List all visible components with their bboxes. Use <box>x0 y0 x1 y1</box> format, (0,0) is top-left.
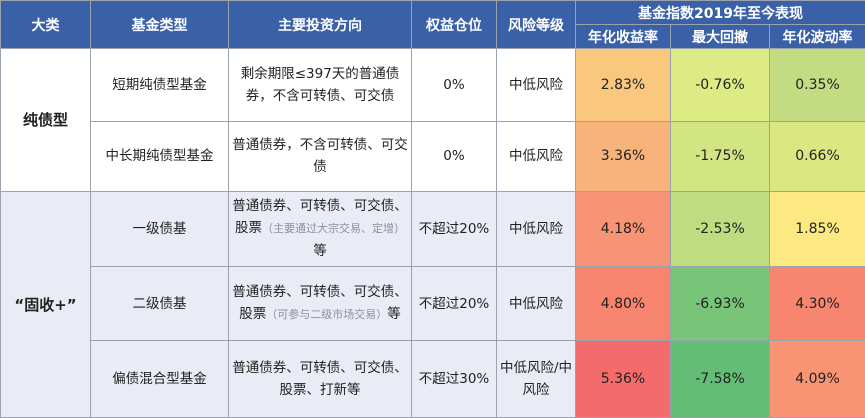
fund-type-cell: 短期纯债型基金 <box>90 48 229 122</box>
max-drawdown-cell: -2.53% <box>670 191 770 267</box>
header-max-drawdown: 最大回撤 <box>670 24 770 49</box>
header-equity: 权益仓位 <box>411 0 497 49</box>
direction-cell: 普通债券、可转债、可交债、股票（主要通过大宗交易、定增） 等 <box>228 191 412 267</box>
category-cell: “固收+” <box>0 191 91 418</box>
header-performance-group: 基金指数2019年至今表现 <box>574 0 865 25</box>
direction-tail: 等 <box>313 243 327 260</box>
annual-volatility-cell: 4.09% <box>768 340 865 418</box>
equity-cell: 0% <box>411 120 497 193</box>
annual-volatility-cell: 1.85% <box>768 191 865 267</box>
max-drawdown-cell: -7.58% <box>670 340 770 418</box>
equity-cell: 不超过30% <box>411 340 497 418</box>
max-drawdown-cell: -0.76% <box>670 48 770 122</box>
direction-cell: 普通债券、可转债、可交债、股票（可参与二级市场交易）等 <box>228 265 412 342</box>
direction-text: 普通债券、可转债、可交债、股票、打新等 <box>232 360 408 399</box>
annual-return-cell: 5.36% <box>575 340 671 418</box>
direction-tail: 等 <box>387 306 401 323</box>
fund-type-cell: 中长期纯债型基金 <box>90 120 229 193</box>
max-drawdown-cell: -6.93% <box>670 265 770 342</box>
header-annual-return: 年化收益率 <box>575 24 671 49</box>
category-cell: 纯债型 <box>0 47 91 193</box>
table-row: 纯债型 短期纯债型基金 剩余期限≤397天的普通债券，不含可转债、可交债 0% … <box>0 47 865 193</box>
direction-cell: 普通债券，不含可转债、可交债 <box>228 120 412 193</box>
header-direction: 主要投资方向 <box>228 0 412 49</box>
fund-type-cell: 一级债基 <box>90 191 229 267</box>
equity-cell: 0% <box>411 48 497 122</box>
annual-return-cell: 4.80% <box>575 265 671 342</box>
direction-note: （可参与二级市场交易） <box>266 308 388 322</box>
header-category: 大类 <box>0 0 91 49</box>
risk-cell: 中低风险 <box>496 120 576 193</box>
direction-text: 剩余期限≤397天的普通债券，不含可转债、可交债 <box>240 65 400 104</box>
annual-volatility-cell: 0.66% <box>768 120 865 193</box>
risk-cell: 中低风险/中风险 <box>496 340 576 418</box>
annual-return-cell: 2.83% <box>575 48 671 122</box>
equity-cell: 不超过20% <box>411 265 497 342</box>
direction-cell: 普通债券、可转债、可交债、股票、打新等 <box>228 340 412 418</box>
direction-text: 普通债券、可转债、可交债、股票 <box>232 198 408 237</box>
annual-volatility-cell: 0.35% <box>768 48 865 122</box>
annual-return-cell: 4.18% <box>575 191 671 267</box>
direction-cell: 剩余期限≤397天的普通债券，不含可转债、可交债 <box>228 48 412 122</box>
table-row: “固收+” 一级债基 普通债券、可转债、可交债、股票（主要通过大宗交易、定增）等… <box>0 191 865 418</box>
fund-type-cell: 二级债基 <box>90 265 229 342</box>
table-row: 中长期纯债型基金 普通债券，不含可转债、可交债 0% 中低风险 3.36% -1… <box>1 120 865 193</box>
table-row: 二级债基 普通债券、可转债、可交债、股票（可参与二级市场交易）等 不超过20% … <box>1 265 865 342</box>
table-row: 偏债混合型基金 普通债券、可转债、可交债、股票、打新等 不超过30% 中低风险/… <box>1 340 865 418</box>
max-drawdown-cell: -1.75% <box>670 120 770 193</box>
header-fund-type: 基金类型 <box>90 0 229 49</box>
header-risk: 风险等级 <box>496 0 576 49</box>
header-annual-volatility: 年化波动率 <box>768 24 865 49</box>
annual-return-cell: 3.36% <box>575 120 671 193</box>
direction-note: （主要通过大宗交易、定增） <box>262 222 405 236</box>
annual-volatility-cell: 4.30% <box>768 265 865 342</box>
direction-text: 普通债券，不含可转债、可交债 <box>232 137 408 176</box>
fund-type-cell: 偏债混合型基金 <box>90 340 229 418</box>
equity-cell: 不超过20% <box>411 191 497 267</box>
risk-cell: 中低风险 <box>496 191 576 267</box>
risk-cell: 中低风险 <box>496 48 576 122</box>
risk-cell: 中低风险 <box>496 265 576 342</box>
direction-text: 普通债券、可转债、可交债、股票 <box>232 284 408 323</box>
